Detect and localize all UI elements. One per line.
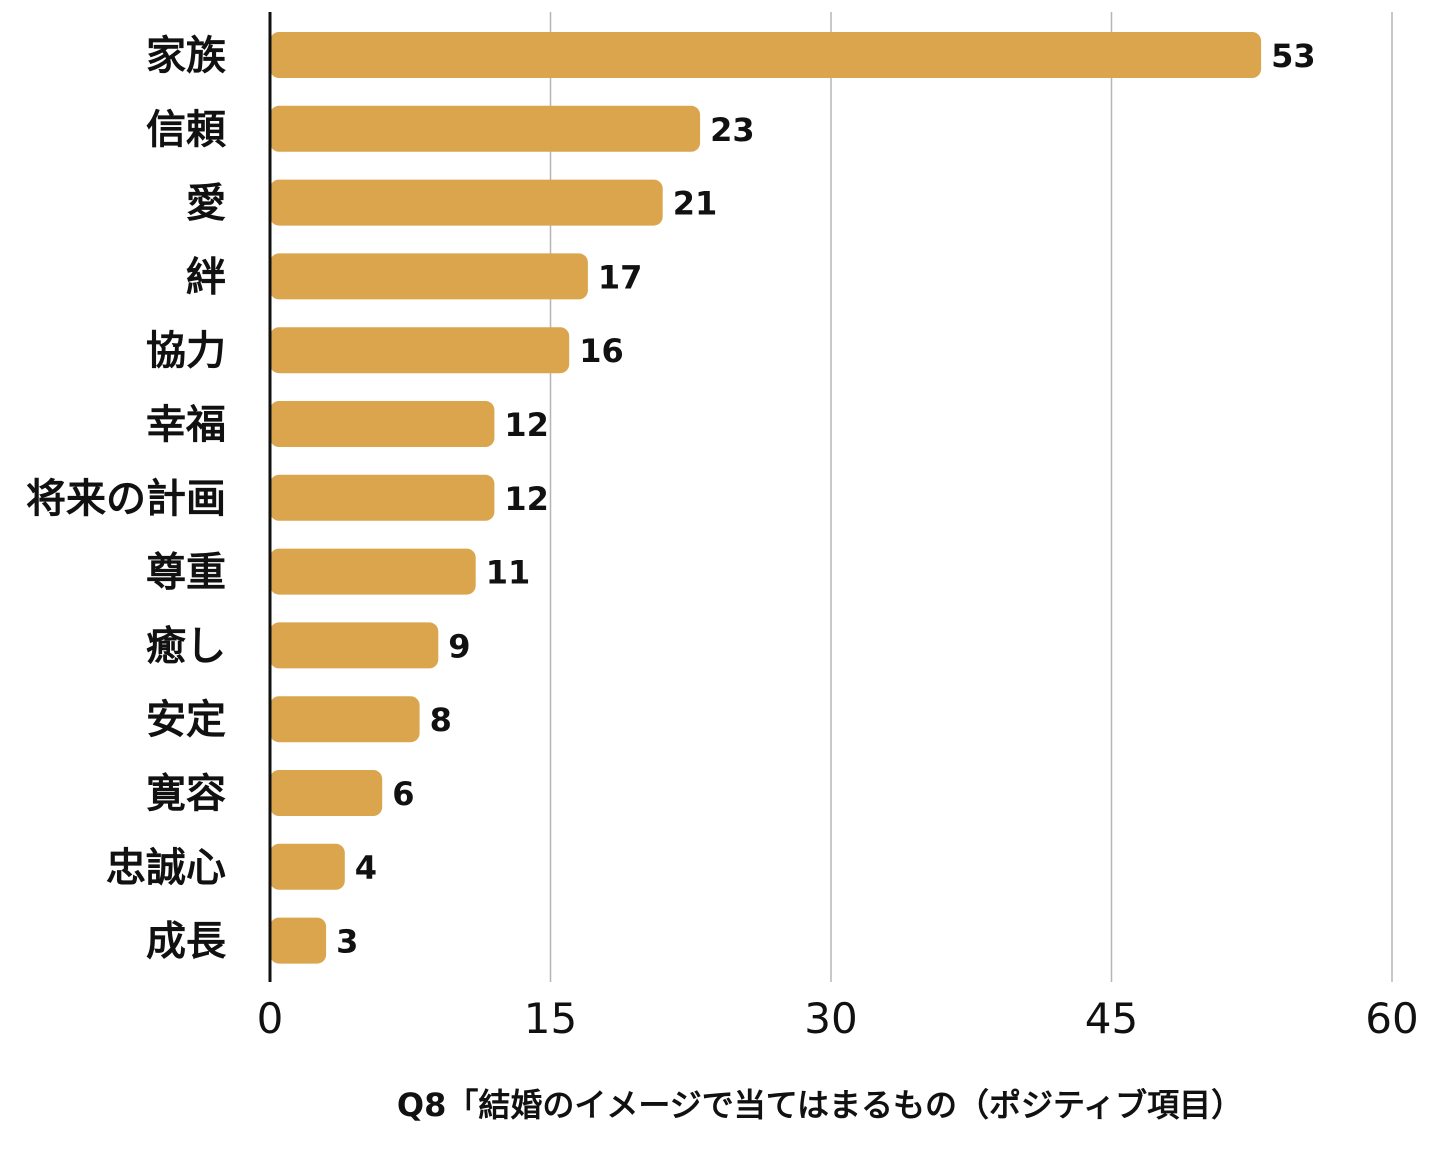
- x-tick-labels: 0 15 30 45 60: [257, 994, 1419, 1043]
- value-label: 12: [504, 406, 549, 444]
- value-label: 17: [598, 258, 643, 296]
- bar: [270, 843, 345, 890]
- bar: [270, 474, 495, 521]
- value-label: 9: [448, 627, 470, 665]
- value-label: 11: [486, 554, 531, 592]
- bar: [270, 548, 476, 595]
- bar: [270, 770, 383, 816]
- bar: [270, 32, 1262, 78]
- category-label: 愛: [186, 181, 226, 227]
- category-label: 寛容: [146, 771, 226, 817]
- category-label: 協力: [146, 328, 226, 374]
- bar: [270, 179, 663, 226]
- category-label: 癒し: [146, 623, 226, 669]
- category-label: 信頼: [146, 107, 227, 153]
- bar: [270, 696, 420, 743]
- category-label: 絆: [186, 254, 226, 300]
- value-label: 8: [430, 701, 452, 739]
- category-label: 幸福: [146, 402, 226, 448]
- category-label: 家族: [146, 33, 226, 79]
- bar: [270, 253, 588, 300]
- gridlines: [549, 12, 1393, 982]
- x-axis-label: Q8「結婚のイメージで当てはまるもの（ポジティブ項目）: [397, 1086, 1243, 1124]
- bars: [270, 32, 1262, 964]
- value-labels: 53 23 21 17 16 12 12 11 9 864 3: [336, 37, 1316, 961]
- category-label: 将来の計画: [26, 476, 226, 522]
- value-label: 12: [504, 480, 549, 518]
- category-label: 忠誠心: [106, 845, 226, 891]
- x-tick-label: 60: [1365, 994, 1418, 1043]
- value-label: 4: [355, 849, 377, 887]
- x-tick-label: 30: [804, 994, 857, 1043]
- bar: [270, 622, 439, 669]
- value-label: 53: [1271, 37, 1316, 75]
- value-label: 3: [336, 923, 358, 961]
- value-label: 6: [392, 775, 414, 813]
- x-tick-label: 45: [1085, 994, 1138, 1043]
- value-label: 16: [579, 332, 624, 370]
- value-label: 21: [673, 185, 718, 223]
- category-label: 尊重: [146, 550, 226, 596]
- bar: [270, 105, 701, 152]
- x-tick-label: 0: [257, 994, 284, 1043]
- category-label: 成長: [146, 919, 227, 965]
- bar: [270, 917, 327, 964]
- value-label: 23: [710, 111, 755, 149]
- x-tick-label: 15: [524, 994, 577, 1043]
- bar: [270, 401, 495, 447]
- category-label: 安定: [146, 697, 226, 743]
- bar: [270, 327, 570, 374]
